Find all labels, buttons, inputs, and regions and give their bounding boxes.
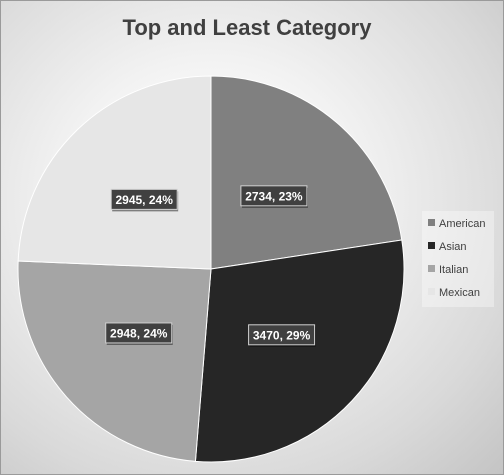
legend-label: Asian [439, 241, 467, 253]
data-label-box [105, 322, 173, 344]
legend-swatch [428, 288, 435, 295]
data-label-text: 2948, 24% [110, 326, 168, 340]
legend-label: Mexican [439, 287, 480, 299]
legend: American Asian Italian Mexican [422, 211, 494, 307]
pie-slice-mexican [17, 75, 212, 270]
legend-item-asian: Asian [428, 240, 467, 254]
pie-slice-asian [194, 239, 405, 463]
chart-title: Top and Least Category [122, 15, 372, 40]
legend-label: Italian [439, 264, 469, 276]
pie-slice-american [210, 75, 403, 270]
data-label-text: 2945, 24% [115, 193, 173, 207]
legend-label: American [439, 218, 486, 230]
legend-swatch [428, 242, 435, 249]
data-label-box [248, 324, 316, 346]
data-label-mexican: 2945, 24% [110, 188, 179, 212]
data-label-text: 2734, 23% [245, 189, 303, 203]
legend-item-mexican: Mexican [428, 286, 480, 300]
data-label-american: 2734, 23% [240, 185, 308, 208]
data-label-italian: 2948, 24% [105, 322, 173, 345]
pie-slice-italian [17, 260, 212, 462]
legend-swatch [428, 265, 435, 272]
legend-item-italian: Italian [428, 263, 468, 277]
legend-swatch [428, 219, 435, 226]
data-label-box [240, 185, 308, 207]
legend-item-american: American [428, 217, 485, 231]
data-label-text: 3470, 29% [253, 328, 311, 342]
data-label-box [110, 188, 178, 210]
data-label-asian: 3470, 29% [248, 324, 316, 347]
